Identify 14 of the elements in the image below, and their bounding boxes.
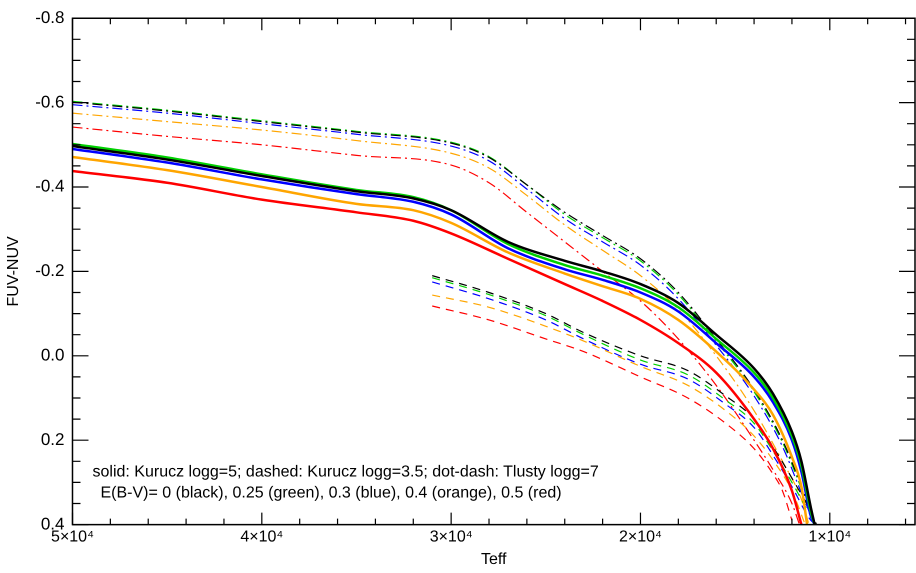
annotation: E(B-V)= 0 (black), 0.25 (green), 0.3 (blue), 0.4 (orange), 0.5 (red): [100, 484, 562, 502]
x-tick-label: 1×10⁴: [808, 528, 852, 546]
y-tick-label: -0.6: [35, 92, 64, 112]
y-tick-label: -0.4: [35, 176, 64, 196]
x-tick-label: 3×10⁴: [430, 528, 473, 546]
x-axis-title: Teff: [480, 550, 508, 568]
y-tick-label: 0.0: [40, 345, 64, 364]
y-tick-label: -0.2: [35, 261, 64, 280]
y-tick-label: 0.2: [40, 430, 64, 449]
x-tick-label: 2×10⁴: [619, 528, 662, 546]
y-tick-label: -0.8: [35, 8, 64, 27]
x-tick-label: 4×10⁴: [240, 528, 284, 546]
annotation: solid: Kurucz logg=5; dashed: Kurucz logg=3.5; dot-dash: Tlusty logg=7: [92, 464, 599, 481]
y-axis-title: FUV-NUV: [5, 236, 22, 307]
